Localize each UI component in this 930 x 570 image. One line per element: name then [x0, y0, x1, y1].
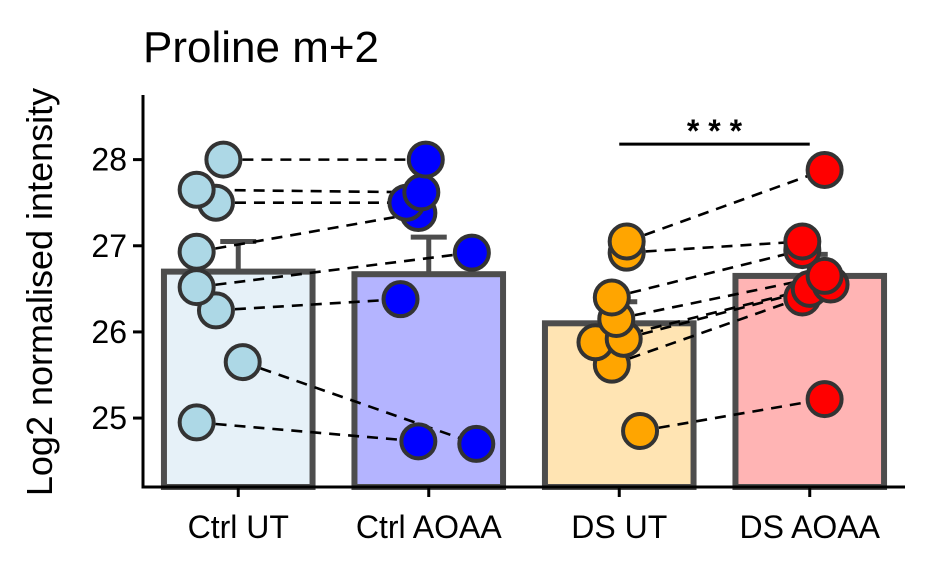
- data-point: [204, 140, 243, 179]
- pair-line: [626, 168, 826, 243]
- data-point: [406, 140, 445, 179]
- y-tick-label: 26: [91, 314, 127, 350]
- pair-line: [215, 297, 401, 312]
- data-point: [399, 422, 438, 461]
- data-point: [223, 343, 262, 382]
- pair-line: [242, 360, 477, 446]
- data-point: [805, 380, 844, 419]
- axes-layer: 25 26 27 28 Ctrl UT Ctrl AOAA DS UT DS AOAA * * …: [91, 95, 905, 545]
- pair-line: [626, 240, 803, 254]
- data-point: [177, 170, 216, 209]
- pair-line: [611, 296, 803, 366]
- data-point: [381, 280, 420, 319]
- data-point: [457, 424, 496, 463]
- y-axis-label: Log2 normalised intensity: [19, 88, 60, 496]
- chart-title: Proline m+2: [143, 23, 379, 72]
- points-layer: [177, 140, 850, 463]
- x-tick-label: DS AOAA: [740, 509, 881, 545]
- data-point: [177, 403, 216, 442]
- pair-line: [196, 251, 473, 289]
- data-point: [452, 233, 491, 272]
- x-tick-label: Ctrl AOAA: [356, 509, 502, 545]
- data-point: [592, 278, 631, 317]
- x-tick-label: Ctrl UT: [188, 509, 289, 545]
- data-point: [607, 222, 646, 261]
- y-tick-label: 28: [91, 142, 127, 178]
- data-point: [621, 412, 660, 450]
- bars-layer: [160, 234, 888, 491]
- data-point: [805, 256, 844, 295]
- y-tick-label: 27: [91, 228, 127, 264]
- data-point: [177, 268, 216, 307]
- y-tick-label: 25: [91, 400, 127, 436]
- data-point: [177, 232, 216, 271]
- pair-line: [611, 248, 803, 299]
- data-point: [805, 150, 844, 189]
- data-point: [783, 222, 822, 261]
- data-point: [402, 173, 441, 212]
- pair-line: [196, 211, 419, 254]
- pair-line: [639, 397, 825, 433]
- x-tick-label: DS UT: [571, 509, 667, 545]
- significance-label: * * *: [687, 113, 743, 149]
